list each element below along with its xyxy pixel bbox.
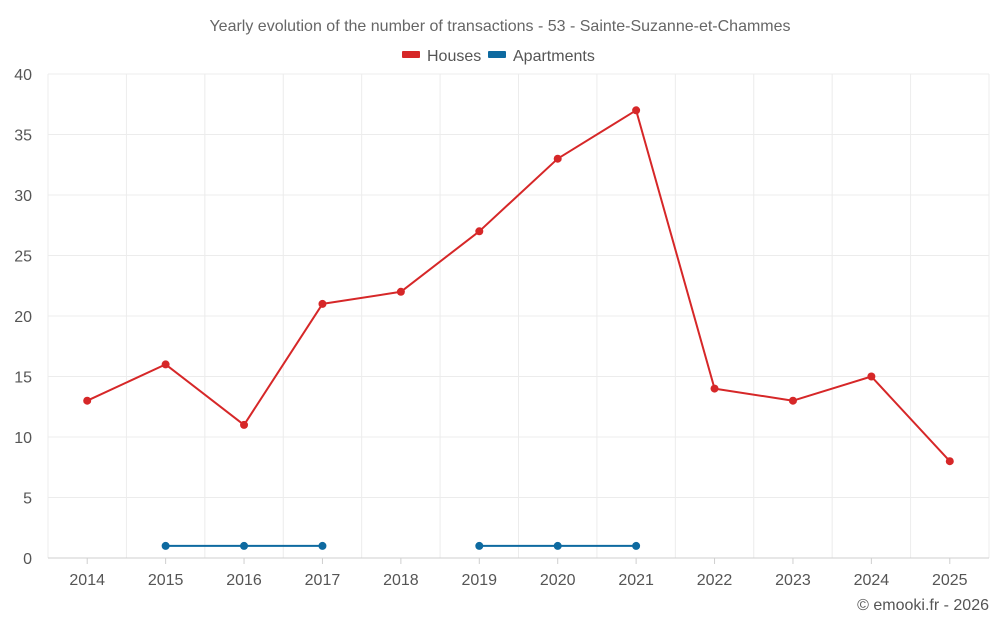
x-tick-label-2016: 2016 <box>226 572 262 589</box>
y-tick-label: 15 <box>14 370 32 387</box>
apartments-point-2017: Apartments 2017: 1 <box>318 541 327 550</box>
x-tick-label-2019: 2019 <box>461 572 497 589</box>
houses-point-2019: Houses 2019: 27 <box>475 227 484 236</box>
legend-item-apartments[interactable]: Apartments <box>488 48 595 65</box>
x-tick-label-2025: 2025 <box>932 572 968 589</box>
y-tick-label: 40 <box>14 67 32 84</box>
houses-point-2024: Houses 2024: 15 <box>867 372 876 381</box>
apartments-point-2021: Apartments 2021: 1 <box>632 541 641 550</box>
houses-point-2017: Houses 2017: 21 <box>318 299 327 308</box>
credit-text: © emooki.fr - 2026 <box>857 597 989 614</box>
y-tick-label: 35 <box>14 128 32 145</box>
houses-point-2014: Houses 2014: 13 <box>83 396 92 405</box>
houses-point-2016: Houses 2016: 11 <box>240 420 249 429</box>
x-tick-label-2022: 2022 <box>697 572 733 589</box>
grid <box>47 73 990 558</box>
y-tick-label: 0 <box>23 551 32 568</box>
series-layer: Houses 2014: 13 Houses 2015: 16 Houses 201… <box>83 106 954 550</box>
x-tick-label-2023: 2023 <box>775 572 811 589</box>
legend-item-houses[interactable]: Houses <box>402 48 481 65</box>
legend-label-apartments: Apartments <box>513 48 595 65</box>
legend-label-houses: Houses <box>427 48 481 65</box>
houses-point-2015: Houses 2015: 16 <box>161 360 170 369</box>
y-tick-label: 30 <box>14 188 32 205</box>
houses-point-2023: Houses 2023: 13 <box>788 396 797 405</box>
x-tick-label-2020: 2020 <box>540 572 576 589</box>
x-tick-label-2017: 2017 <box>305 572 341 589</box>
y-tick-label: 20 <box>14 309 32 326</box>
chart-title: Yearly evolution of the number of transa… <box>209 18 790 35</box>
y-tick-label: 5 <box>23 491 32 508</box>
y-tick-label: 10 <box>14 430 32 447</box>
legend-swatch-apartments <box>488 51 506 58</box>
houses-point-2018: Houses 2018: 22 <box>396 287 405 296</box>
houses-point-2025: Houses 2025: 8 <box>945 457 954 466</box>
houses-point-2022: Houses 2022: 14 <box>710 384 719 393</box>
houses-series-line <box>86 109 951 462</box>
houses-point-2020: Houses 2020: 33 <box>553 154 562 163</box>
x-tick-label-2014: 2014 <box>69 572 105 589</box>
houses-point-2021: Houses 2021: 37 <box>632 106 641 115</box>
legend-swatch-houses <box>402 51 420 58</box>
y-tick-label: 25 <box>14 249 32 266</box>
x-tick-label-2021: 2021 <box>618 572 654 589</box>
x-tick-label-2015: 2015 <box>148 572 184 589</box>
apartments-point-2016: Apartments 2016: 1 <box>240 541 249 550</box>
apartments-point-2019: Apartments 2019: 1 <box>475 541 484 550</box>
legend: Houses Apartments <box>402 48 595 65</box>
x-tick-label-2018: 2018 <box>383 572 419 589</box>
x-tick-label-2024: 2024 <box>854 572 890 589</box>
apartments-point-2015: Apartments 2015: 1 <box>161 541 170 550</box>
apartments-point-2020: Apartments 2020: 1 <box>553 541 562 550</box>
